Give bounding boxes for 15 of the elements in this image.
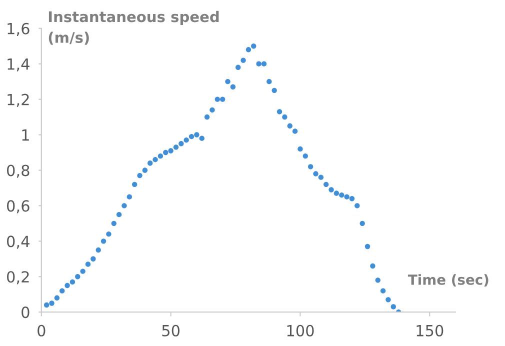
x-tick-label: 100	[287, 324, 314, 336]
y-tick-label: 0,8	[7, 164, 30, 178]
y-tick-label: 0,2	[7, 271, 29, 284]
y-tick-label: 1,2	[8, 94, 29, 107]
x-axis-title: Time (sec)	[408, 274, 488, 287]
y-tick-label: 1,4	[8, 58, 30, 72]
y-tick-label: 0,6	[7, 200, 30, 214]
y-axis-title: Instantaneous speed (m/s)	[48, 10, 219, 45]
y-tick-label: 0,4	[7, 236, 30, 249]
x-tick-label: 150	[416, 324, 444, 336]
y-tick-label: 1	[22, 129, 29, 141]
y-tick-label: 0	[22, 306, 30, 318]
y-tick-label: 1,6	[8, 22, 30, 36]
x-tick-label: 50	[162, 324, 180, 336]
x-tick-label: 0	[38, 324, 46, 336]
